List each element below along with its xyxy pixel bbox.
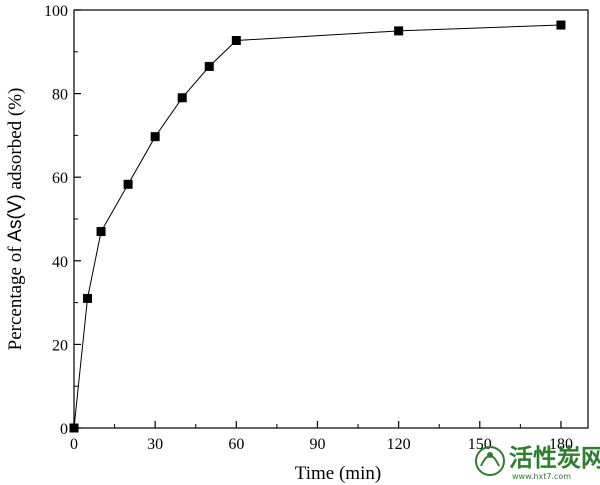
x-axis-title: Time (min) (295, 463, 381, 484)
y-tick-label: 40 (52, 254, 68, 271)
series-line (73, 24, 561, 429)
plot-frame (73, 9, 589, 429)
data-point (69, 423, 79, 433)
y-axis-title: Percentage of As(V) adsorbed (%) (5, 88, 26, 351)
x-tick-label: 120 (387, 436, 411, 453)
data-point (83, 293, 93, 303)
y-tick-label: 60 (52, 170, 68, 187)
x-tick-label: 0 (70, 436, 78, 453)
x-tick-label: 90 (309, 436, 325, 453)
data-point (177, 93, 187, 103)
y-axis-title-suffix: adsorbed (%) (5, 88, 26, 195)
x-tick-label: 30 (147, 436, 163, 453)
watermark: 活性炭网 www.hxt7.com (475, 444, 600, 481)
y-tick-label: 0 (60, 421, 68, 438)
y-axis-ticks: 0 20 40 60 80 100 (44, 3, 81, 438)
x-axis-ticks: 0 30 60 90 120 150 180 (70, 421, 573, 453)
watermark-text: 活性炭网 (509, 444, 600, 472)
x-tick-label: 60 (228, 436, 244, 453)
data-point (150, 132, 160, 142)
data-point (96, 227, 106, 237)
x-tick-label: 150 (468, 436, 492, 453)
y-tick-label: 20 (52, 337, 68, 354)
data-point (204, 61, 214, 71)
y-tick-label: 100 (44, 3, 68, 20)
data-point (394, 26, 404, 36)
y-axis-title-species: As(V) (5, 194, 26, 242)
x-tick-label: 180 (549, 436, 573, 453)
data-point (231, 36, 241, 46)
watermark-url: www.hxt7.com (512, 472, 571, 481)
y-tick-label: 80 (52, 87, 68, 104)
series-layer (69, 20, 566, 433)
watermark-logo-icon (475, 446, 505, 476)
y-axis-title-prefix: Percentage of (5, 242, 26, 351)
data-point (123, 179, 133, 189)
data-point (556, 20, 566, 30)
